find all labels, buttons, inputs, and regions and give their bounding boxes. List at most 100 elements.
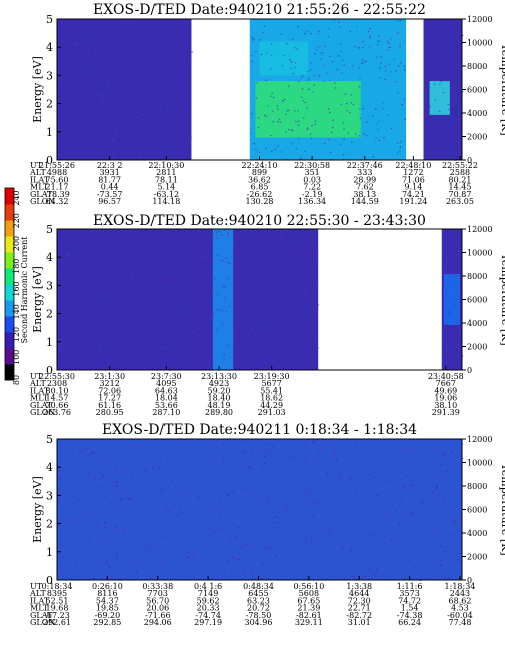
data-speckle	[405, 525, 407, 527]
data-speckle	[329, 570, 331, 572]
data-speckle	[151, 578, 154, 580]
data-speckle	[148, 255, 151, 257]
data-speckle	[222, 260, 224, 262]
data-speckle	[412, 502, 414, 504]
ephemeris-value: 36.62	[248, 175, 271, 184]
y2-axis-label: Temperature [K]	[499, 253, 505, 345]
data-speckle	[215, 237, 217, 239]
data-speckle	[81, 246, 84, 248]
data-speckle	[278, 118, 281, 120]
data-speckle	[110, 502, 112, 504]
colorbar-swatch	[5, 236, 14, 253]
data-speckle	[147, 70, 150, 72]
data-speckle	[378, 572, 380, 574]
data-speckle	[68, 99, 70, 102]
data-speckle	[143, 35, 145, 37]
data-speckle	[326, 559, 328, 561]
data-speckle	[437, 452, 440, 454]
data-speckle	[292, 130, 294, 132]
ephemeris-value: 3212	[99, 379, 119, 388]
data-speckle	[243, 560, 246, 563]
data-speckle	[232, 492, 234, 494]
data-speckle	[84, 268, 86, 270]
data-speckle	[60, 231, 63, 233]
ephemeris-value: 0.03	[303, 175, 321, 184]
colorbar-label: Second Harmonic Current	[20, 236, 29, 344]
data-speckle	[94, 82, 97, 84]
data-speckle	[172, 467, 175, 469]
data-speckle	[437, 25, 439, 27]
data-speckle	[390, 127, 393, 130]
data-speckle	[258, 151, 261, 154]
data-speckle	[403, 65, 406, 68]
data-speckle	[302, 117, 305, 119]
data-speckle	[250, 247, 252, 249]
data-speckle	[216, 253, 219, 256]
data-speckle	[87, 455, 90, 457]
data-speckle	[125, 36, 128, 38]
data-speckle	[181, 439, 183, 441]
data-segment	[57, 229, 319, 370]
data-speckle	[71, 322, 74, 324]
colorbar-tick-label: 140	[12, 304, 21, 319]
data-speckle	[347, 132, 349, 134]
data-speckle	[310, 320, 312, 322]
data-speckle	[159, 19, 162, 21]
data-speckle	[460, 40, 462, 42]
data-speckle	[109, 243, 111, 245]
ephemeris-value: 28.99	[353, 175, 376, 184]
data-speckle	[272, 445, 274, 447]
data-speckle	[332, 119, 334, 121]
data-speckle	[387, 522, 390, 524]
data-speckle	[189, 503, 191, 505]
data-speckle	[274, 523, 277, 525]
ephemeris-value: 22:37:46	[347, 161, 383, 170]
y-tick-label: 5	[46, 223, 53, 236]
data-speckle	[80, 279, 82, 281]
data-speckle	[357, 67, 360, 69]
ephemeris-value: 191.24	[399, 197, 427, 206]
data-speckle	[376, 494, 378, 496]
data-speckle	[66, 492, 69, 495]
data-speckle	[133, 368, 136, 370]
data-speckle	[76, 492, 78, 494]
ephemeris-value: 80.10	[46, 386, 69, 395]
data-speckle	[281, 64, 284, 67]
data-speckle	[444, 359, 447, 361]
data-speckle	[142, 365, 144, 367]
data-speckle	[149, 547, 152, 550]
data-speckle	[151, 262, 153, 265]
ephemeris-value: 63.23	[247, 596, 270, 605]
data-speckle	[352, 576, 354, 578]
data-speckle	[107, 83, 110, 85]
data-speckle	[71, 450, 74, 452]
data-speckle	[328, 556, 330, 558]
data-speckle	[381, 102, 384, 104]
data-speckle	[127, 38, 129, 40]
data-speckle	[363, 467, 365, 469]
data-speckle	[73, 42, 76, 45]
data-speckle	[356, 487, 358, 490]
data-speckle	[380, 56, 382, 58]
data-speckle	[113, 530, 115, 533]
data-speckle	[448, 273, 450, 275]
data-speckle	[177, 51, 180, 53]
data-speckle	[168, 468, 170, 470]
data-speckle	[378, 499, 381, 502]
data-speckle	[115, 150, 118, 152]
chart-panel-3: EXOS-D/TED Date:940211 0:18:34 - 1:18:34…	[29, 422, 505, 627]
data-speckle	[144, 46, 146, 49]
data-speckle	[152, 79, 154, 82]
data-speckle	[399, 146, 401, 148]
data-speckle	[329, 111, 331, 114]
ephemeris-value: 0.44	[101, 183, 119, 192]
data-speckle	[94, 137, 97, 139]
data-speckle	[159, 109, 162, 111]
data-speckle	[74, 563, 77, 565]
data-speckle	[171, 126, 174, 128]
y-tick-label: 4	[46, 461, 53, 474]
data-speckle	[330, 444, 333, 446]
data-speckle	[115, 130, 118, 132]
ephemeris-row-label: UT	[30, 161, 43, 170]
y2-tick-label: 10000	[467, 459, 492, 468]
